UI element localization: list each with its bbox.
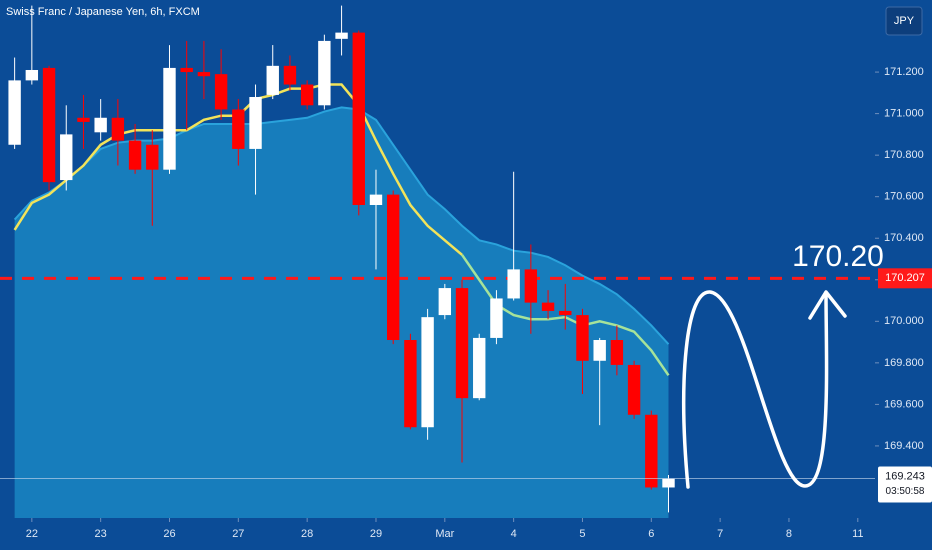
- candle-body: [197, 72, 211, 77]
- candle-body: [42, 67, 56, 183]
- y-tick-label: 170.400: [884, 232, 924, 244]
- candle-body: [60, 134, 73, 181]
- candle-body: [386, 194, 400, 341]
- candle-body: [507, 269, 520, 299]
- candle-body: [300, 84, 314, 106]
- x-tick-label: 28: [301, 528, 313, 540]
- candle-body: [524, 269, 538, 303]
- projection-curve: [682, 290, 829, 489]
- level-label-box: [878, 268, 932, 289]
- candle-body: [283, 65, 297, 85]
- x-tick-label: 4: [511, 528, 517, 540]
- candle-body: [593, 340, 606, 361]
- candle-body: [318, 40, 331, 106]
- band-area: [14, 107, 669, 518]
- candle-body: [559, 310, 572, 316]
- candle-body: [404, 340, 417, 428]
- x-tick-label: 5: [579, 528, 585, 540]
- x-tick-label: 11: [852, 528, 863, 540]
- x-tick-label: 8: [786, 528, 792, 540]
- candle-body: [214, 74, 228, 110]
- price-label: 169.243: [885, 470, 925, 482]
- x-tick-label: Mar: [435, 528, 454, 540]
- candle-body: [128, 140, 142, 170]
- y-tick-label: 169.600: [884, 398, 924, 410]
- x-tick-label: 29: [370, 528, 382, 540]
- candle-body: [610, 340, 624, 365]
- x-tick-label: 27: [232, 528, 244, 540]
- candle-body: [8, 80, 21, 145]
- candle-body: [180, 67, 193, 73]
- candle-body: [111, 117, 125, 141]
- candle-body: [541, 302, 555, 311]
- x-tick-label: 7: [717, 528, 723, 540]
- x-tick-label: 22: [26, 528, 38, 540]
- y-tick-label: 171.200: [884, 66, 924, 78]
- candle-body: [266, 65, 279, 95]
- candle-body: [627, 364, 641, 415]
- projection-arrow: [808, 290, 847, 320]
- candle-body: [662, 478, 675, 488]
- candle-body: [490, 298, 503, 338]
- candle-body: [438, 288, 452, 316]
- target-annotation: 170.20: [792, 240, 884, 273]
- plot-area: 169.400169.600169.800170.000170.200170.4…: [0, 5, 932, 540]
- candle-body: [352, 32, 365, 205]
- band-edge: [13, 106, 670, 345]
- y-tick-label: 169.800: [884, 357, 924, 369]
- candle-body: [249, 96, 262, 149]
- candle-body: [77, 117, 90, 122]
- x-tick-label: 6: [648, 528, 654, 540]
- candle-body: [421, 317, 434, 428]
- x-tick-label: 23: [95, 528, 107, 540]
- currency-button[interactable]: [885, 6, 923, 36]
- candle-body: [645, 414, 658, 488]
- level-label: 170.207: [885, 272, 925, 284]
- price-label-box: [878, 466, 932, 503]
- y-tick-label: 170.800: [884, 149, 924, 161]
- y-tick-label: 169.400: [884, 440, 924, 452]
- candle-body: [232, 109, 245, 149]
- chart-title: Swiss Franc / Japanese Yen, 6h, FXCM: [6, 6, 200, 18]
- candle-body: [335, 32, 348, 39]
- candle-body: [473, 337, 486, 399]
- x-tick-label: 26: [163, 528, 175, 540]
- y-tick-label: 171.000: [884, 108, 924, 120]
- candle-body: [146, 144, 159, 170]
- candle-body: [369, 194, 383, 205]
- y-tick-label: 170.600: [884, 191, 924, 203]
- candle-body: [576, 315, 589, 361]
- candle-body: [25, 69, 39, 81]
- candle-body: [94, 117, 107, 133]
- countdown-label: 03:50:58: [886, 486, 925, 497]
- candle-body: [163, 67, 176, 170]
- y-tick-label: 170.000: [884, 315, 924, 327]
- currency-label[interactable]: JPY: [894, 15, 915, 27]
- candle-body: [455, 288, 469, 399]
